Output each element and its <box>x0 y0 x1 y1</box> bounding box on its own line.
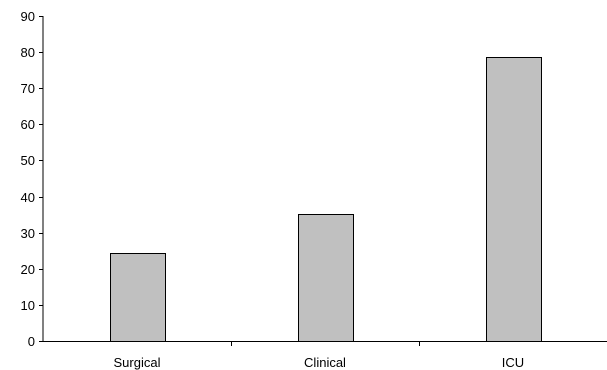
x-tick-label: ICU <box>502 355 524 370</box>
bar-clinical <box>298 214 354 342</box>
bar-surgical <box>110 253 166 342</box>
bars <box>110 57 542 342</box>
y-tick-label: 90 <box>21 9 35 24</box>
y-tick-label: 50 <box>21 153 35 168</box>
y-tick-label: 80 <box>21 45 35 60</box>
y-tick-label: 40 <box>21 190 35 205</box>
y-tick-label: 30 <box>21 226 35 241</box>
y-axis: 0 10 20 30 40 50 60 70 80 90 <box>21 9 44 349</box>
y-tick-label: 20 <box>21 262 35 277</box>
x-tick-label: Clinical <box>304 355 346 370</box>
bar-icu <box>486 57 542 342</box>
y-tick-label: 0 <box>28 334 35 349</box>
x-tick-label: Surgical <box>114 355 161 370</box>
y-tick-label: 60 <box>21 117 35 132</box>
x-axis: Surgical Clinical ICU <box>43 341 607 370</box>
y-tick-label: 70 <box>21 81 35 96</box>
y-tick-label: 10 <box>21 298 35 313</box>
